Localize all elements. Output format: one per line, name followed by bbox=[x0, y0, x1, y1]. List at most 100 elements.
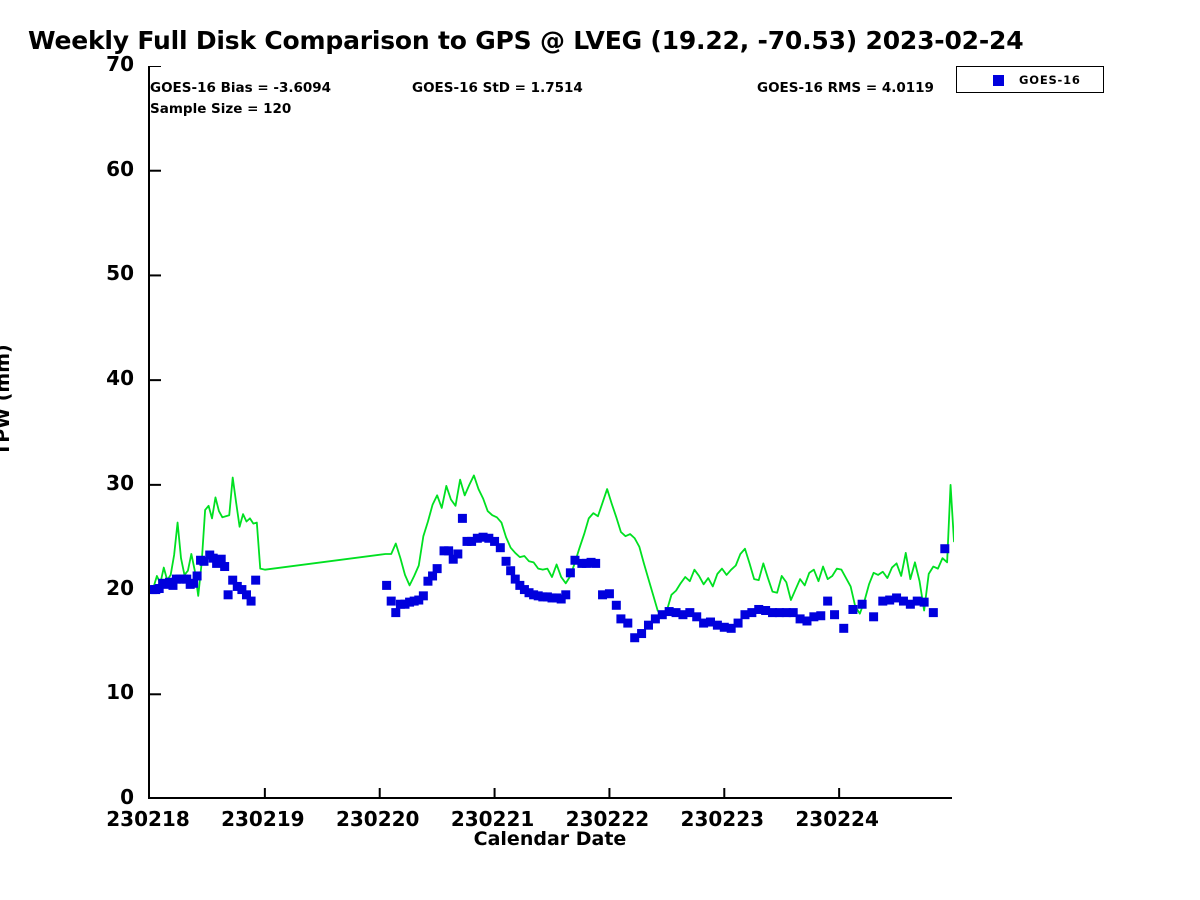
data-point-goes16 bbox=[524, 588, 534, 598]
data-point-goes16 bbox=[830, 610, 840, 620]
y-tick-label: 30 bbox=[106, 470, 134, 495]
data-point-goes16 bbox=[382, 580, 392, 590]
data-point-goes16 bbox=[400, 599, 410, 609]
y-tick-label: 50 bbox=[106, 261, 134, 286]
legend: GOES-16 bbox=[956, 66, 1104, 93]
data-point-goes16 bbox=[919, 597, 929, 607]
series-line-gps bbox=[150, 474, 954, 618]
y-tick-label: 0 bbox=[120, 785, 134, 809]
data-point-goes16 bbox=[802, 616, 812, 626]
data-point-goes16 bbox=[405, 597, 415, 607]
data-point-goes16 bbox=[457, 513, 467, 523]
data-point-goes16 bbox=[533, 591, 543, 601]
data-point-goes16 bbox=[154, 584, 164, 594]
data-point-goes16 bbox=[598, 590, 608, 600]
data-point-goes16 bbox=[490, 536, 500, 546]
data-point-goes16 bbox=[495, 543, 505, 553]
data-point-goes16 bbox=[519, 585, 529, 595]
x-tick-label: 230219 bbox=[221, 807, 305, 831]
data-point-goes16 bbox=[869, 612, 879, 622]
data-point-goes16 bbox=[220, 562, 230, 572]
data-point-goes16 bbox=[754, 604, 764, 614]
data-point-goes16 bbox=[809, 612, 819, 622]
data-point-goes16 bbox=[189, 578, 199, 588]
data-point-goes16 bbox=[940, 544, 950, 554]
data-point-goes16 bbox=[848, 604, 858, 614]
data-point-goes16 bbox=[453, 549, 463, 559]
data-point-goes16 bbox=[577, 558, 587, 568]
data-point-goes16 bbox=[182, 574, 192, 584]
data-point-goes16 bbox=[506, 566, 516, 576]
data-point-goes16 bbox=[774, 608, 784, 618]
data-point-goes16 bbox=[529, 590, 539, 600]
data-point-goes16 bbox=[581, 558, 591, 568]
x-tick-marks bbox=[263, 788, 841, 799]
data-point-goes16 bbox=[630, 633, 640, 643]
data-point-goes16 bbox=[391, 608, 401, 618]
data-point-goes16 bbox=[643, 620, 653, 630]
legend-marker-goes16-icon bbox=[993, 75, 1004, 86]
data-point-goes16 bbox=[692, 612, 702, 622]
x-tick-label: 230223 bbox=[680, 807, 765, 831]
legend-label-goes16: GOES-16 bbox=[1019, 73, 1081, 87]
data-point-goes16 bbox=[552, 593, 562, 603]
x-tick-label: 230221 bbox=[450, 807, 535, 831]
x-tick-label: 230220 bbox=[335, 807, 420, 831]
page-title: Weekly Full Disk Comparison to GPS @ LVE… bbox=[28, 26, 1024, 55]
data-point-goes16 bbox=[208, 553, 218, 563]
data-point-goes16 bbox=[685, 608, 695, 618]
data-point-goes16 bbox=[556, 594, 566, 604]
data-point-goes16 bbox=[444, 546, 454, 556]
data-point-goes16 bbox=[623, 618, 633, 628]
data-point-goes16 bbox=[538, 592, 548, 602]
data-point-goes16 bbox=[781, 608, 791, 618]
data-point-goes16 bbox=[726, 623, 736, 633]
data-point-goes16 bbox=[616, 614, 626, 624]
data-point-goes16 bbox=[768, 608, 778, 618]
y-tick-label: 40 bbox=[106, 366, 134, 391]
data-point-goes16 bbox=[657, 610, 667, 620]
stat-sample-size: Sample Size = 120 bbox=[150, 101, 292, 117]
data-point-goes16 bbox=[747, 608, 757, 618]
data-point-goes16 bbox=[570, 555, 580, 565]
data-point-goes16 bbox=[712, 620, 722, 630]
data-point-goes16 bbox=[878, 596, 888, 606]
data-point-goes16 bbox=[467, 536, 477, 546]
y-tick-label: 20 bbox=[106, 575, 134, 600]
y-tick-marks bbox=[150, 66, 161, 696]
data-point-goes16 bbox=[237, 585, 247, 595]
x-axis-label: Calendar Date bbox=[473, 828, 627, 850]
data-point-goes16 bbox=[706, 617, 715, 627]
data-point-goes16 bbox=[885, 595, 895, 605]
data-point-goes16 bbox=[478, 532, 488, 542]
data-point-goes16 bbox=[637, 629, 647, 639]
data-point-goes16 bbox=[232, 581, 242, 591]
data-point-goes16 bbox=[839, 623, 849, 633]
data-point-goes16 bbox=[199, 556, 209, 566]
data-point-goes16 bbox=[168, 580, 178, 590]
data-point-goes16 bbox=[912, 596, 922, 606]
data-point-goes16 bbox=[591, 558, 601, 568]
data-point-goes16 bbox=[515, 580, 525, 590]
data-point-goes16 bbox=[761, 606, 771, 616]
stat-rms: GOES-16 RMS = 4.0119 bbox=[757, 80, 934, 96]
data-point-goes16 bbox=[428, 571, 438, 581]
data-point-goes16 bbox=[418, 591, 428, 601]
data-point-goes16 bbox=[586, 557, 596, 567]
data-point-goes16 bbox=[795, 614, 805, 624]
y-tick-label: 10 bbox=[106, 680, 134, 705]
data-point-goes16 bbox=[501, 556, 511, 566]
x-tick-label: 230222 bbox=[565, 807, 650, 831]
data-point-goes16 bbox=[192, 571, 202, 581]
data-point-goes16 bbox=[395, 599, 405, 609]
data-point-goes16 bbox=[472, 533, 482, 543]
plot-area bbox=[148, 66, 954, 799]
x-tick-label: 230224 bbox=[795, 807, 879, 831]
data-point-goes16 bbox=[678, 610, 688, 620]
data-point-goes16 bbox=[462, 536, 472, 546]
data-point-goes16 bbox=[561, 590, 571, 600]
data-point-goes16 bbox=[409, 596, 419, 606]
data-point-goes16 bbox=[788, 608, 798, 618]
data-point-goes16 bbox=[671, 608, 681, 618]
